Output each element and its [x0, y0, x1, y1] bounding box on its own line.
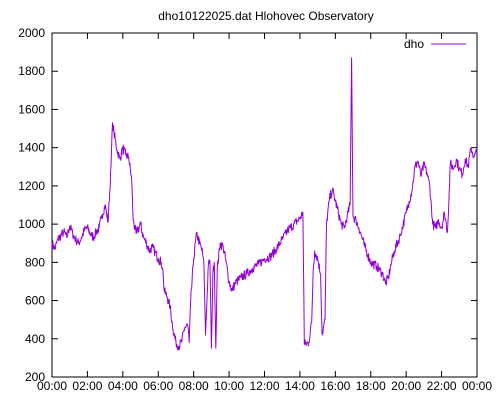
y-tick-label: 600 — [25, 294, 45, 308]
x-tick-label: 14:00 — [285, 379, 315, 393]
x-tick-label: 16:00 — [320, 379, 350, 393]
y-tick-label: 800 — [25, 255, 45, 269]
x-tick-label: 12:00 — [249, 379, 279, 393]
y-tick-label: 1800 — [18, 64, 45, 78]
x-tick-label: 00:00 — [37, 379, 67, 393]
x-tick-label: 20:00 — [391, 379, 421, 393]
y-tick-label: 400 — [25, 332, 45, 346]
legend: dho — [404, 37, 466, 51]
x-tick-label: 10:00 — [214, 379, 244, 393]
legend-label-dho: dho — [404, 37, 424, 51]
y-tick-label: 1600 — [18, 102, 45, 116]
x-tick-label: 00:00 — [462, 379, 492, 393]
x-tick-label: 04:00 — [108, 379, 138, 393]
y-tick-label: 2000 — [18, 26, 45, 40]
x-tick-label: 02:00 — [72, 379, 102, 393]
x-tick-label: 22:00 — [427, 379, 457, 393]
x-tick-label: 06:00 — [143, 379, 173, 393]
plot-frame — [51, 32, 478, 378]
x-tick-label: 08:00 — [179, 379, 209, 393]
series-line-dho — [51, 57, 478, 351]
y-tick-label: 1200 — [18, 179, 45, 193]
x-tick-label: 18:00 — [356, 379, 386, 393]
y-tick-label: 1000 — [18, 217, 45, 231]
y-tick-label: 200 — [25, 370, 45, 384]
axis-ticks: 00:00 02:00 04:00 06:00 08:00 10:00 12:00 14:00… — [18, 26, 492, 393]
y-tick-label: 1400 — [18, 141, 45, 155]
series-layer — [51, 57, 478, 351]
chart-title: dho10122025.dat Hlohovec Observatory — [158, 9, 373, 23]
